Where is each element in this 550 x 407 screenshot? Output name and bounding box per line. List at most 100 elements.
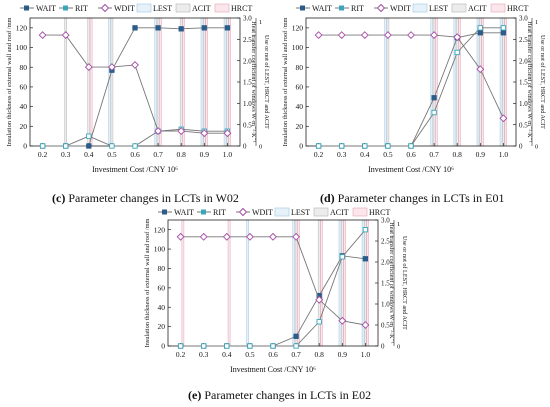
point-wdit-d-3 xyxy=(383,31,392,40)
point-wdit-d-8 xyxy=(499,114,508,123)
ytick-left-label: 80 xyxy=(20,63,28,72)
point-rit-d-3 xyxy=(385,143,391,149)
ytick-right-label: 0.5 xyxy=(381,322,390,330)
point-rit-c-4 xyxy=(132,143,138,149)
point-wait-d-8 xyxy=(500,30,507,36)
point-wdit-e-4 xyxy=(269,232,277,241)
series-line-wait-c xyxy=(42,27,228,147)
xtick-label: 0.8 xyxy=(453,150,463,159)
chart-d: WAIT RIT WDIT LEST ACIT HRCT 0 20 40 60 80 100 120 0 0… xyxy=(282,3,546,174)
ytick-right-label: 1.0 xyxy=(381,301,390,309)
point-wdit-e-5 xyxy=(292,232,301,241)
point-wdit-c-6 xyxy=(177,127,186,136)
point-rit-e-3 xyxy=(247,343,253,349)
ytick-right-label: 2.0 xyxy=(381,259,390,267)
legend-hrct-swatch xyxy=(490,3,506,13)
chart-e: WAIT RIT WDIT LEST ACIT HRCT 0 20 40 60 80 100 120 0 0… xyxy=(144,207,408,374)
point-rit-c-0 xyxy=(39,143,46,149)
point-rit-d-4 xyxy=(408,143,414,149)
band-hrct-c-8 xyxy=(228,17,231,147)
secondary-tick-1: 1 xyxy=(535,19,538,26)
xtick-label: 0.6 xyxy=(268,350,278,359)
point-wait-c-5 xyxy=(155,25,161,31)
point-wait-c-8 xyxy=(224,25,231,31)
caption-d: (d) Parameter changes in LCTs in E01 xyxy=(320,191,504,206)
point-wdit-e-1 xyxy=(199,232,208,241)
legend-acit-swatch xyxy=(313,207,329,217)
point-rit-e-8 xyxy=(362,227,369,233)
band-acit-c-5 xyxy=(156,17,160,147)
point-rit-d-7 xyxy=(477,25,483,31)
y-axis-label-right: Heat transfer coefficient of windows W·m… xyxy=(388,222,395,344)
point-wdit-d-5 xyxy=(430,31,439,40)
point-wdit-c-5 xyxy=(154,127,163,136)
ytick-left-label: 100 xyxy=(154,245,166,254)
legend-acit-label: ACIT xyxy=(468,4,487,13)
legend-wait-marker xyxy=(24,5,29,11)
point-wdit-c-2 xyxy=(84,63,93,72)
y-axis-label-right: Heat transfer coefficient of windows W·m… xyxy=(250,21,257,143)
legend-rit-label: RIT xyxy=(351,4,364,13)
band-hrct-d-7 xyxy=(481,17,484,147)
xtick-label: 0.7 xyxy=(291,350,301,359)
y-axis-label-secondary: Use or not of LEST, HRCT and ACIT xyxy=(401,236,408,330)
point-wdit-e-6 xyxy=(315,295,324,304)
series-line-rit-d xyxy=(318,27,504,147)
point-rit-d-0 xyxy=(315,143,322,149)
point-rit-d-2 xyxy=(362,143,368,149)
legend-lest-swatch xyxy=(412,3,428,13)
caption-e: (e) Parameter changes in LCTs in E02 xyxy=(188,388,371,403)
point-wdit-e-0 xyxy=(176,232,185,241)
ytick-right-label: 2.0 xyxy=(243,57,252,65)
xtick-label: 0.5 xyxy=(383,150,393,159)
y-axis-label-left: Insulation thickness of external wall an… xyxy=(6,17,13,146)
point-rit-e-1 xyxy=(201,343,207,349)
legend-lest-swatch xyxy=(274,207,290,217)
band-lest-c-8 xyxy=(223,17,227,147)
x-axis-label: Investment Cost /CNY 10⁶ xyxy=(92,165,178,174)
y-axis-label-secondary: Use or not of LEST, HRCT and ACIT xyxy=(539,35,546,129)
point-wdit-e-3 xyxy=(245,232,254,241)
secondary-tick-0: 0 xyxy=(397,344,400,351)
ytick-right-label: 2.0 xyxy=(519,57,528,65)
legend-rit-marker xyxy=(201,209,206,215)
ytick-left-label: 0 xyxy=(161,342,165,351)
point-wdit-e-8 xyxy=(361,321,370,329)
series-line-wdit-d xyxy=(318,34,504,119)
caption-e-text: Parameter changes in LCTs in E02 xyxy=(204,388,372,402)
point-rit-d-8 xyxy=(500,25,507,31)
ytick-left-label: 20 xyxy=(20,122,28,131)
chart-c: WAIT RIT WDIT LEST ACIT HRCT 0 20 40 60 80 100 120 0 0… xyxy=(6,3,270,174)
ytick-right-label: 2.5 xyxy=(519,36,528,44)
caption-d-label: (d) xyxy=(320,191,335,205)
point-wait-d-7 xyxy=(477,30,483,36)
ytick-left-label: 80 xyxy=(296,63,304,72)
ytick-left-label: 0 xyxy=(23,142,27,151)
point-rit-e-7 xyxy=(339,254,345,260)
legend-hrct-swatch xyxy=(214,3,230,13)
point-rit-c-2 xyxy=(86,133,92,139)
xtick-label: 0.2 xyxy=(314,150,324,159)
series-line-wdit-c xyxy=(42,34,228,134)
band-acit-d-8 xyxy=(502,17,505,147)
xtick-label: 0.6 xyxy=(406,150,416,159)
ytick-left-label: 60 xyxy=(20,83,28,92)
series-line-wdit-e xyxy=(180,236,366,326)
point-wdit-c-3 xyxy=(107,63,116,72)
secondary-tick-1: 1 xyxy=(397,221,400,228)
band-acit-d-7 xyxy=(479,17,482,147)
ytick-right-label: 1.0 xyxy=(243,100,252,108)
ytick-right-label: 2.5 xyxy=(243,36,252,44)
band-hrct-c-5 xyxy=(159,17,162,147)
ytick-right-label: 0 xyxy=(381,343,385,351)
point-wdit-e-2 xyxy=(222,232,231,241)
point-wait-c-6 xyxy=(178,26,184,32)
legend-lest-swatch xyxy=(136,3,152,13)
legend-lest-label: LEST xyxy=(429,4,448,13)
ytick-left-label: 100 xyxy=(292,43,304,52)
legend-acit-swatch xyxy=(175,3,191,13)
legend-wait-marker xyxy=(300,5,305,11)
legend-hrct-swatch xyxy=(352,207,368,217)
point-rit-e-2 xyxy=(224,343,230,349)
band-lest-d-7 xyxy=(476,17,480,147)
